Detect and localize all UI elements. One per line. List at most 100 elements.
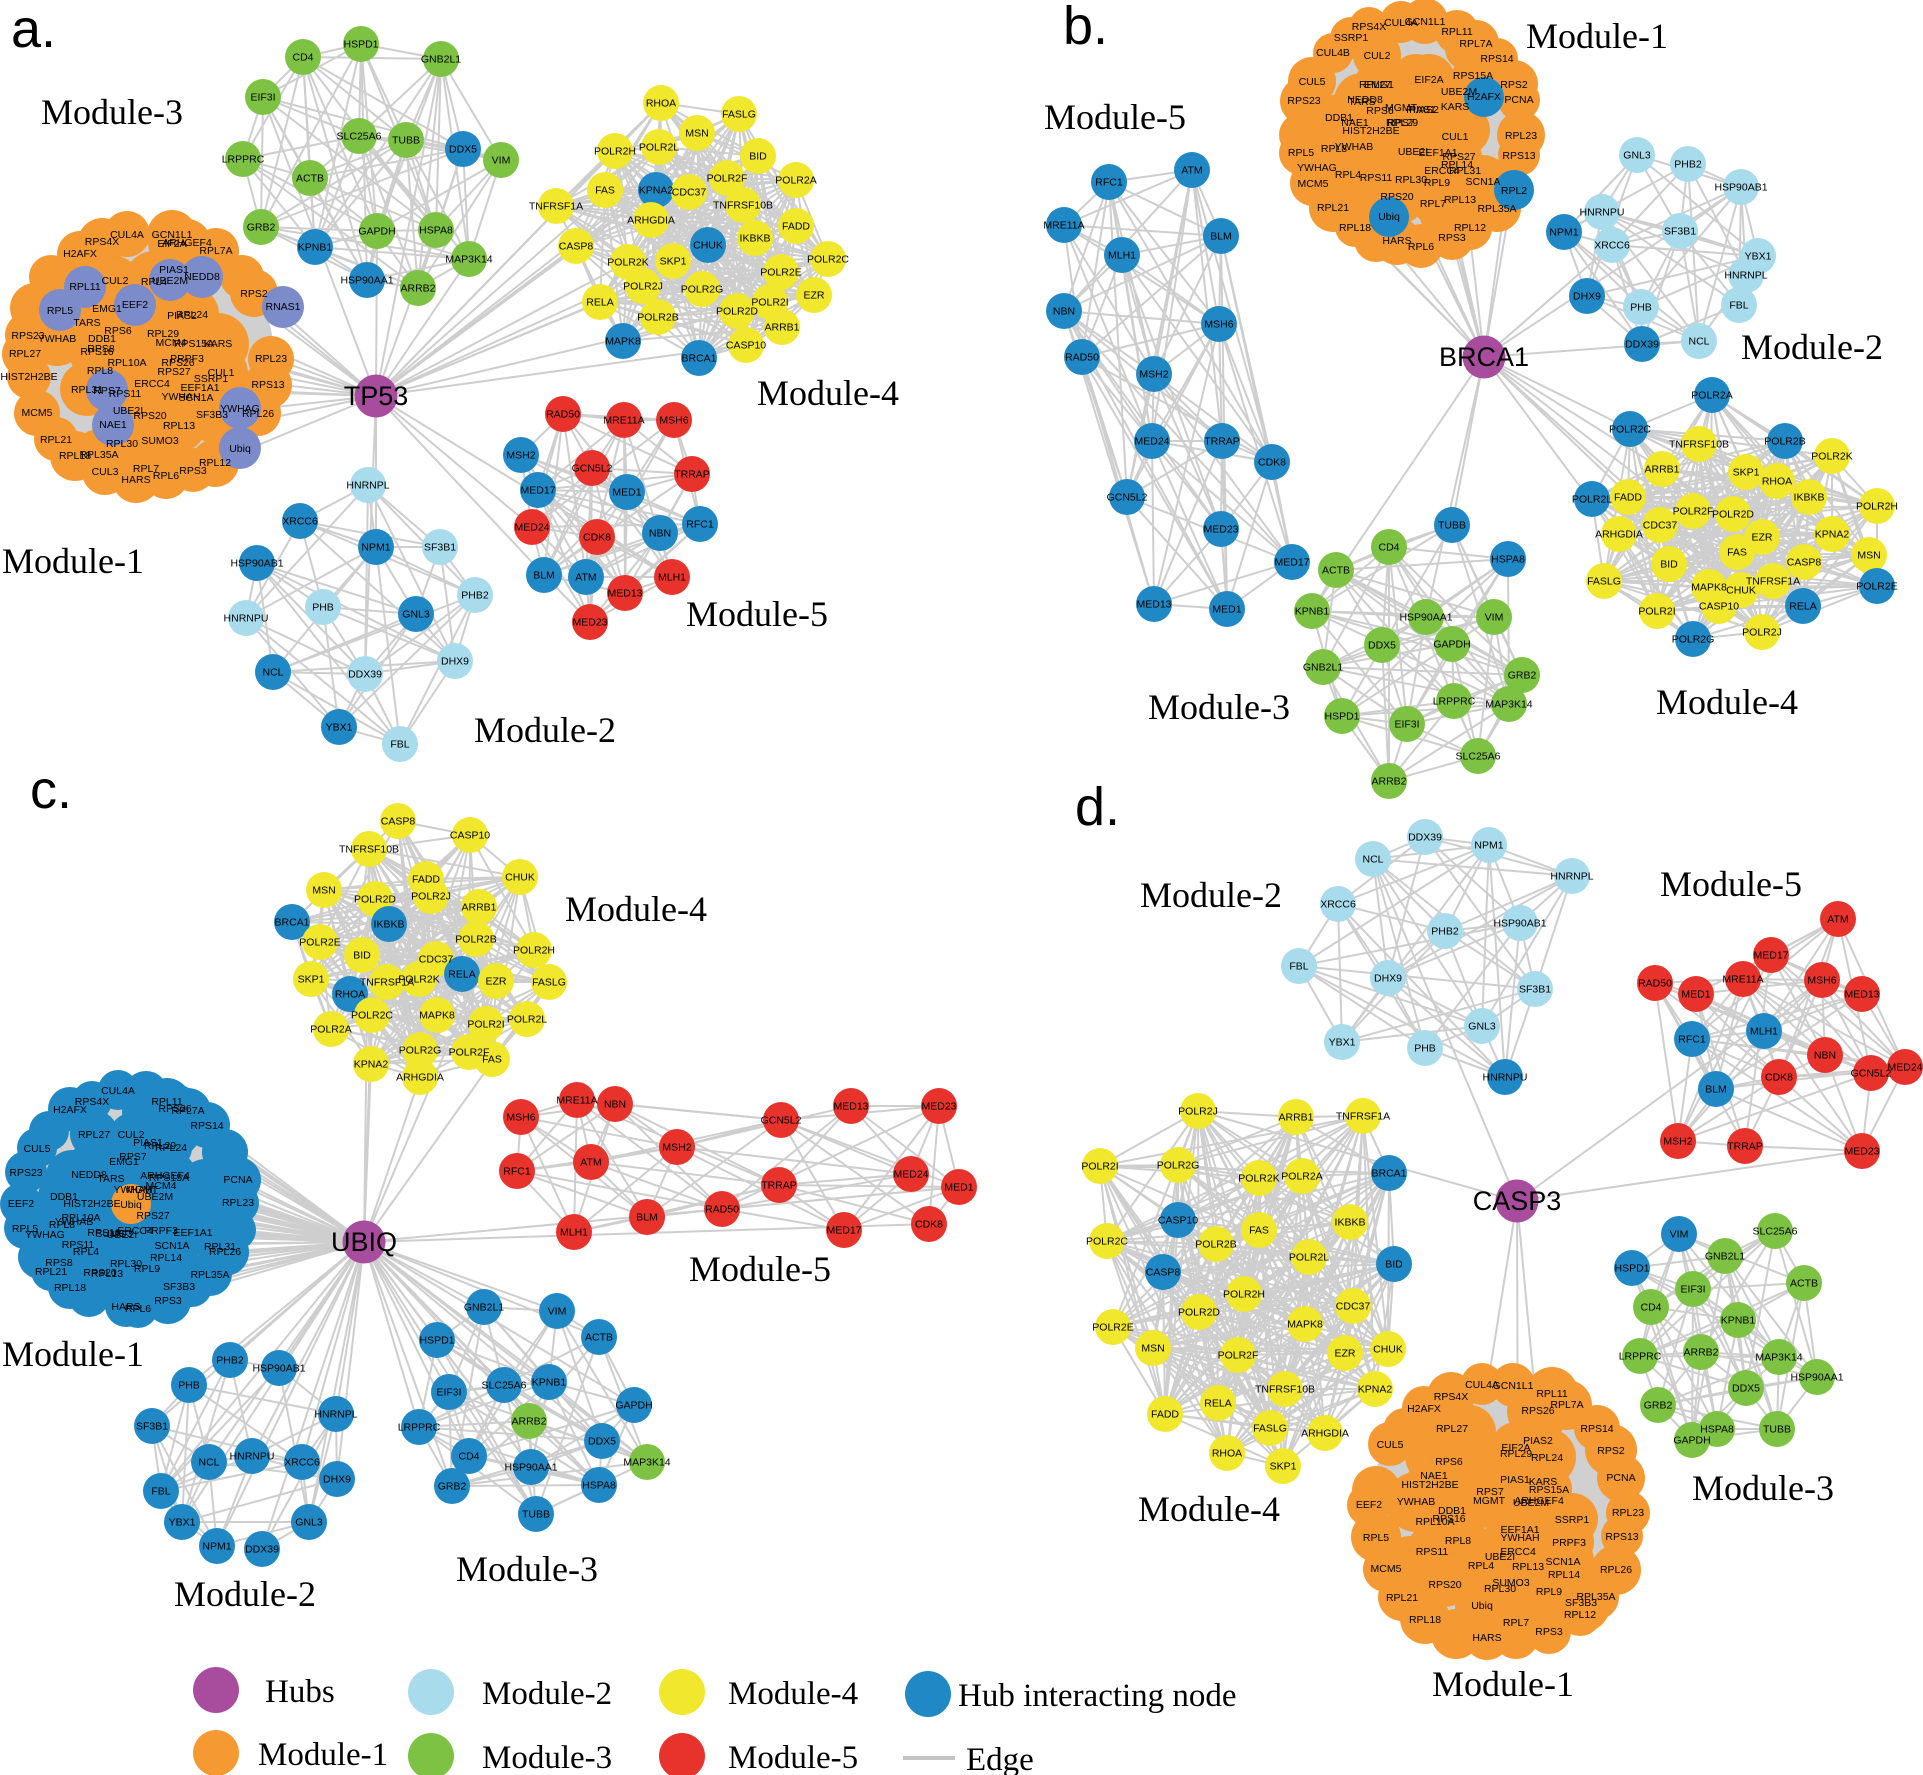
svg-text:PIAS1: PIAS1 <box>1500 1474 1530 1486</box>
svg-text:HNRNPL: HNRNPL <box>1724 270 1767 282</box>
svg-text:RPS8: RPS8 <box>45 1257 73 1269</box>
svg-text:FAS: FAS <box>482 1054 502 1066</box>
svg-text:RPS7: RPS7 <box>93 385 121 397</box>
svg-text:ARHGEF4: ARHGEF4 <box>162 237 212 249</box>
svg-text:POLR2D: POLR2D <box>354 894 396 906</box>
svg-text:RPL7A: RPL7A <box>171 1105 204 1117</box>
svg-text:BRCA1: BRCA1 <box>1371 1168 1406 1180</box>
svg-text:RPL23: RPL23 <box>1505 130 1537 142</box>
svg-text:PHB2: PHB2 <box>216 1355 244 1367</box>
svg-text:RPL6: RPL6 <box>153 470 179 482</box>
svg-text:MGMT: MGMT <box>1473 1495 1506 1507</box>
svg-text:Module-1: Module-1 <box>258 1737 388 1773</box>
svg-text:RPS2: RPS2 <box>1500 79 1528 91</box>
svg-text:RPL12: RPL12 <box>1564 1609 1596 1621</box>
svg-text:KPNA2: KPNA2 <box>1358 1384 1393 1396</box>
svg-text:RAD50: RAD50 <box>1065 352 1099 364</box>
svg-text:BID: BID <box>1660 559 1678 571</box>
svg-text:ATM: ATM <box>1827 914 1848 926</box>
svg-text:ACTB: ACTB <box>1790 1278 1818 1290</box>
svg-text:RPS7: RPS7 <box>1476 1486 1504 1498</box>
svg-text:RPL5: RPL5 <box>1363 1532 1389 1544</box>
svg-text:FBL: FBL <box>390 739 409 751</box>
svg-text:PIAS2: PIAS2 <box>1409 104 1439 116</box>
svg-text:NCL: NCL <box>198 1457 219 1469</box>
svg-text:NEDD8: NEDD8 <box>1347 94 1383 106</box>
svg-text:EZR: EZR <box>1752 532 1773 544</box>
svg-text:SLC25A6: SLC25A6 <box>482 1380 527 1392</box>
svg-text:GRB2: GRB2 <box>247 222 276 234</box>
svg-text:POLR2E: POLR2E <box>1092 1322 1133 1334</box>
svg-text:MED17: MED17 <box>520 485 555 497</box>
svg-text:SKP1: SKP1 <box>1270 1461 1297 1473</box>
svg-text:MSH6: MSH6 <box>659 415 688 427</box>
svg-text:MRE11A: MRE11A <box>1722 974 1763 986</box>
svg-text:RPL9: RPL9 <box>134 1263 160 1275</box>
svg-text:DDB1: DDB1 <box>1438 1505 1466 1517</box>
svg-text:Module-4: Module-4 <box>757 373 899 413</box>
svg-text:SSRP1: SSRP1 <box>1555 1514 1590 1526</box>
svg-text:RPL11: RPL11 <box>151 1096 182 1108</box>
svg-text:RPL29: RPL29 <box>1386 117 1418 129</box>
svg-text:EEF2: EEF2 <box>1356 1499 1382 1511</box>
svg-text:FADD: FADD <box>1151 1409 1179 1421</box>
svg-text:YWHAG: YWHAG <box>25 1229 65 1241</box>
svg-text:CASP10: CASP10 <box>450 830 490 842</box>
svg-text:POLR2C: POLR2C <box>1086 1236 1128 1248</box>
svg-text:RPL5: RPL5 <box>47 305 73 317</box>
svg-text:RPL10A: RPL10A <box>107 357 146 369</box>
svg-text:DDX5: DDX5 <box>1368 640 1396 652</box>
svg-text:BRCA1: BRCA1 <box>681 353 716 365</box>
svg-text:HARS: HARS <box>111 1301 140 1313</box>
svg-text:ARHGDIA: ARHGDIA <box>1595 529 1643 541</box>
svg-text:RPL31: RPL31 <box>1449 165 1481 177</box>
svg-text:SUMO3: SUMO3 <box>1492 1577 1530 1589</box>
svg-text:EIF3I: EIF3I <box>1394 719 1419 731</box>
svg-text:TRRAP: TRRAP <box>1204 436 1240 448</box>
svg-text:H2AFX: H2AFX <box>63 248 97 260</box>
svg-text:RPS8: RPS8 <box>87 343 115 355</box>
svg-text:NPM1: NPM1 <box>1549 227 1578 239</box>
svg-text:RPS4X: RPS4X <box>75 1096 109 1108</box>
svg-text:RPS6: RPS6 <box>104 325 132 337</box>
svg-text:TRRAP: TRRAP <box>761 1180 797 1192</box>
svg-text:NCL: NCL <box>1688 336 1709 348</box>
svg-text:HARS: HARS <box>1472 1632 1501 1644</box>
svg-text:TRRAP: TRRAP <box>1727 1141 1763 1153</box>
svg-text:RPL7A: RPL7A <box>1550 1399 1583 1411</box>
svg-text:GCN5L2: GCN5L2 <box>1851 1068 1892 1080</box>
svg-text:GAPDH: GAPDH <box>1433 639 1470 651</box>
svg-text:RPL18: RPL18 <box>1339 222 1371 234</box>
svg-text:POLR2B: POLR2B <box>637 312 678 324</box>
svg-text:UBE2I: UBE2I <box>1485 1551 1515 1563</box>
svg-text:CDC37: CDC37 <box>1336 1301 1371 1313</box>
svg-text:VIM: VIM <box>548 1306 567 1318</box>
svg-text:YBX1: YBX1 <box>169 1517 196 1529</box>
svg-text:MCM5: MCM5 <box>1371 1563 1402 1575</box>
svg-text:MSN: MSN <box>1141 1343 1164 1355</box>
svg-text:CUL2: CUL2 <box>102 275 129 287</box>
svg-text:Module-1: Module-1 <box>1432 1664 1574 1704</box>
svg-text:EEF2: EEF2 <box>122 299 148 311</box>
svg-text:HSP90AB1: HSP90AB1 <box>1493 918 1546 930</box>
svg-text:YWHAB: YWHAB <box>38 333 77 345</box>
svg-text:CD4: CD4 <box>458 1451 479 1463</box>
svg-text:ERCC4: ERCC4 <box>1424 165 1460 177</box>
svg-text:MED13: MED13 <box>833 1101 868 1113</box>
svg-text:MED23: MED23 <box>572 617 607 629</box>
svg-text:EIF2A: EIF2A <box>1501 1442 1530 1454</box>
svg-text:YWHAB: YWHAB <box>55 1216 94 1228</box>
svg-text:RPS3: RPS3 <box>154 1295 182 1307</box>
svg-text:POLR2L: POLR2L <box>1289 1252 1329 1264</box>
svg-text:ARRB1: ARRB1 <box>1644 464 1679 476</box>
svg-text:POLR2K: POLR2K <box>1238 1173 1279 1185</box>
svg-text:RPS27: RPS27 <box>136 1210 169 1222</box>
svg-text:CDC37: CDC37 <box>419 954 454 966</box>
svg-text:HSP90AA1: HSP90AA1 <box>1399 612 1452 624</box>
svg-text:ARHGDIA: ARHGDIA <box>396 1072 444 1084</box>
svg-text:Module-5: Module-5 <box>1044 97 1186 137</box>
svg-text:GNL3: GNL3 <box>1623 150 1651 162</box>
svg-text:POLR2A: POLR2A <box>1691 390 1732 402</box>
svg-text:TP53: TP53 <box>344 381 409 411</box>
svg-text:NCL: NCL <box>262 667 283 679</box>
